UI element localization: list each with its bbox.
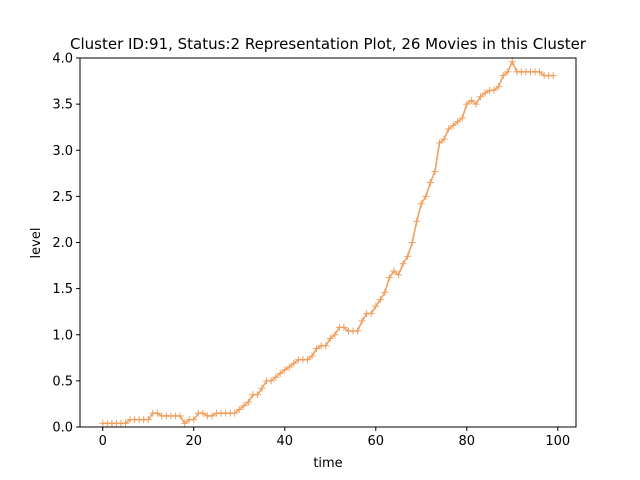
data-point <box>208 412 216 420</box>
data-point <box>281 366 289 374</box>
data-point <box>476 93 484 101</box>
y-tick-label: 2.5 <box>52 190 73 205</box>
data-point <box>445 125 453 133</box>
x-tick-label: 40 <box>276 434 293 449</box>
data-point <box>304 356 312 364</box>
data-point <box>499 72 507 80</box>
data-point <box>290 359 298 367</box>
data-point <box>199 409 207 417</box>
data-point <box>313 345 321 353</box>
data-point <box>153 409 161 417</box>
y-tick-label: 3.5 <box>52 98 73 113</box>
x-axis: 0 20 40 60 80 100 <box>99 427 570 449</box>
data-point <box>331 331 339 339</box>
data-point <box>244 398 252 406</box>
axes-frame <box>79 57 577 428</box>
data-point <box>258 384 266 392</box>
x-tick-label: 80 <box>459 434 476 449</box>
data-point <box>413 217 421 225</box>
data-point <box>449 121 457 129</box>
data-point <box>308 352 316 360</box>
data-point <box>458 114 466 122</box>
data-point <box>454 118 462 126</box>
y-tick-label: 1.5 <box>52 282 73 297</box>
x-axis-label: time <box>313 456 342 471</box>
data-point <box>367 310 375 318</box>
y-axis: 0.0 0.5 1.0 1.5 2.0 2.5 3.0 3.5 4.0 <box>52 52 80 436</box>
data-point <box>144 416 152 424</box>
data-point <box>426 179 434 187</box>
y-tick-label: 3.0 <box>52 144 73 159</box>
data-point <box>272 373 280 381</box>
data-point <box>395 271 403 279</box>
x-tick-label: 60 <box>368 434 385 449</box>
data-point <box>417 200 425 208</box>
y-tick-label: 2.0 <box>52 236 73 251</box>
y-tick-label: 0.5 <box>52 374 73 389</box>
data-point <box>440 135 448 143</box>
data-point <box>276 369 284 377</box>
data-point <box>422 192 430 200</box>
data-point <box>122 419 130 427</box>
data-point <box>508 58 516 66</box>
data-point <box>381 288 389 296</box>
data-point <box>467 96 475 104</box>
data-point <box>549 72 557 80</box>
data-point <box>435 139 443 147</box>
data-point <box>231 409 239 417</box>
x-tick-label: 20 <box>185 434 202 449</box>
data-point <box>354 327 362 335</box>
data-point <box>399 260 407 268</box>
data-point <box>504 68 512 76</box>
data-point <box>253 391 261 399</box>
x-tick-label: 100 <box>545 434 570 449</box>
data-point <box>267 377 275 385</box>
plot-area <box>99 58 557 427</box>
data-point <box>385 274 393 282</box>
data-point <box>358 317 366 325</box>
data-point <box>285 363 293 371</box>
data-point <box>408 239 416 246</box>
y-tick-label: 1.0 <box>52 328 73 343</box>
series-line <box>102 60 554 425</box>
data-point <box>322 342 330 350</box>
data-point <box>536 68 544 76</box>
y-axis-label: level <box>29 228 44 259</box>
data-point <box>490 86 498 94</box>
data-point <box>340 323 348 331</box>
data-point <box>463 100 471 108</box>
data-point <box>431 167 439 175</box>
y-tick-label: 0.0 <box>52 421 73 436</box>
data-point <box>190 416 198 424</box>
data-point <box>326 334 334 342</box>
data-point <box>235 405 243 413</box>
data-point <box>181 419 189 427</box>
data-point <box>240 402 248 410</box>
data-point <box>390 267 398 275</box>
data-point <box>176 412 184 420</box>
data-point <box>376 296 384 304</box>
data-point <box>404 252 412 260</box>
chart-title: Cluster ID:91, Status:2 Representation P… <box>70 35 587 53</box>
data-point <box>481 89 489 97</box>
data-point <box>372 302 380 310</box>
data-point <box>495 83 503 91</box>
data-point <box>472 100 480 108</box>
x-tick-label: 0 <box>99 434 107 449</box>
y-tick-label: 4.0 <box>52 52 73 67</box>
